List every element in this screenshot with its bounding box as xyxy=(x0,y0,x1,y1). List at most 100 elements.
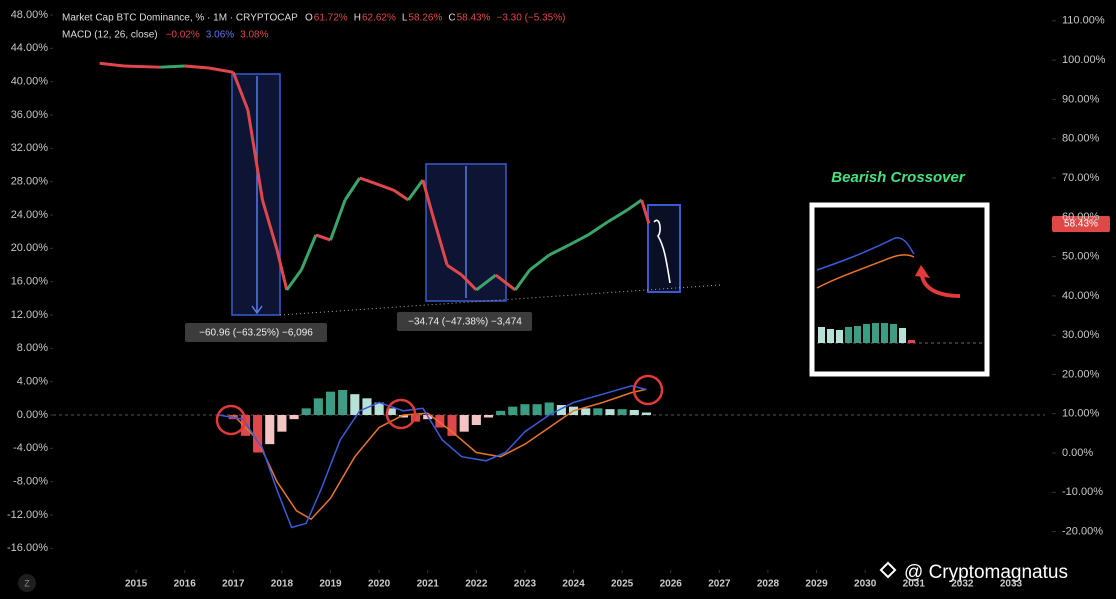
histogram-bar xyxy=(641,412,651,415)
price-segment xyxy=(261,199,279,251)
y2-tick-label: 10.00% xyxy=(1062,408,1100,420)
x-tick-label: 2031 xyxy=(903,579,926,590)
y-tick-label: 28.00% xyxy=(11,176,49,188)
trendline xyxy=(279,284,721,316)
price-segment xyxy=(373,181,395,192)
measure-label-bg xyxy=(397,312,532,331)
x-tick-label: 2022 xyxy=(465,579,488,590)
watermark-icon xyxy=(879,561,897,579)
price-segment xyxy=(475,273,497,292)
x-tick-label: 2033 xyxy=(1000,579,1023,590)
price-segment xyxy=(285,269,303,291)
histogram-bar xyxy=(544,402,554,415)
histogram-bar xyxy=(593,408,603,415)
price-segment xyxy=(123,64,161,69)
price-segment xyxy=(567,233,589,247)
highlight-circle xyxy=(385,398,417,430)
inset-histogram xyxy=(818,323,915,343)
histogram-bar xyxy=(459,415,469,432)
inset-bar xyxy=(872,323,879,343)
price-segment xyxy=(275,249,289,291)
ohlc-value: 61.72% xyxy=(314,13,348,24)
price-segment xyxy=(494,273,517,292)
y2-tick-label: 20.00% xyxy=(1062,368,1100,380)
price-segment xyxy=(460,273,478,292)
inset-bar xyxy=(863,324,870,343)
price-segment xyxy=(446,263,463,277)
price-segment xyxy=(160,64,185,69)
y2-tick-label: 50.00% xyxy=(1062,250,1100,262)
price-segment xyxy=(626,198,643,212)
y-tick-label: 4.00% xyxy=(17,376,48,388)
y-tick-label: 40.00% xyxy=(11,76,49,88)
measure-label: −60.96 (−63.25%) −6,096 xyxy=(199,328,313,339)
y-tick-label: 36.00% xyxy=(11,109,49,121)
x-tick-label: 2029 xyxy=(805,579,828,590)
logo xyxy=(18,574,36,592)
histogram-bar xyxy=(508,406,518,415)
histogram-bar xyxy=(386,408,396,415)
price-segment xyxy=(421,179,435,216)
indicator-label: MACD (12, 26, close) xyxy=(62,30,158,41)
y2-tick-label: 90.00% xyxy=(1062,93,1100,105)
inset-bar xyxy=(881,323,888,343)
y-tick-label: -4.00% xyxy=(13,442,48,454)
y-tick-label: 24.00% xyxy=(11,209,49,221)
y2-tick-label: 60.00% xyxy=(1062,211,1100,223)
price-segment xyxy=(407,179,425,201)
x-tick-label: 2024 xyxy=(562,579,585,590)
x-tick-label: 2027 xyxy=(708,579,731,590)
x-tick-label: 2018 xyxy=(271,579,294,590)
price-segment xyxy=(392,188,410,202)
y-tick-label: 48.00% xyxy=(11,9,49,21)
logo-mark: Z xyxy=(24,578,30,588)
x-tick-label: 2025 xyxy=(611,579,634,590)
highlight-circle xyxy=(632,374,664,406)
y2-tick-label: 0.00% xyxy=(1062,447,1093,459)
y2-tick-label: 80.00% xyxy=(1062,133,1100,145)
x-tick-label: 2017 xyxy=(222,579,245,590)
price-segment xyxy=(299,234,318,271)
y-tick-label: 16.00% xyxy=(11,276,49,288)
price-segment xyxy=(208,66,234,74)
price-tag xyxy=(1052,216,1110,232)
histogram-bar xyxy=(629,410,639,415)
y2-tick-label: 100.00% xyxy=(1062,54,1106,66)
histogram-bar xyxy=(338,390,348,415)
histogram-bar xyxy=(556,405,566,415)
x-tick-label: 2023 xyxy=(514,579,537,590)
price-segment xyxy=(513,269,532,291)
y2-tick-label: -10.00% xyxy=(1062,486,1103,498)
price-segment xyxy=(548,243,570,257)
price-segment xyxy=(343,177,361,201)
price-segment xyxy=(431,214,449,266)
histogram-bar xyxy=(301,408,311,415)
y-tick-label: 8.00% xyxy=(17,342,48,354)
price-segment xyxy=(587,220,609,237)
y-tick-label: 20.00% xyxy=(11,242,49,254)
histogram-bar xyxy=(435,415,445,428)
highlight-circle xyxy=(215,404,247,436)
price-segment xyxy=(329,199,347,241)
ohlc-label: H xyxy=(354,13,361,24)
price-segment xyxy=(99,61,125,68)
x-tick-label: 2019 xyxy=(319,579,342,590)
measure-label: −34.74 (−47.38%) −3,474 xyxy=(408,317,522,328)
inset-bar xyxy=(890,324,897,343)
y-tick-label: -12.00% xyxy=(7,509,48,521)
histogram-bar xyxy=(471,415,481,425)
x-tick-label: 2032 xyxy=(951,579,974,590)
inset-bar xyxy=(899,328,906,343)
ohlc-value: 58.26% xyxy=(408,13,442,24)
y2-tick-label: -20.00% xyxy=(1062,526,1103,538)
inset-arrow xyxy=(920,275,961,298)
x-tick-label: 2016 xyxy=(174,579,197,590)
histogram-bar xyxy=(253,415,263,453)
x-tick-label: 2015 xyxy=(125,579,148,590)
histogram-bar xyxy=(289,415,299,420)
y2-tick-label: 40.00% xyxy=(1062,290,1100,302)
inset-bar xyxy=(818,327,825,343)
y-tick-label: 12.00% xyxy=(11,309,49,321)
inset-macd xyxy=(816,237,915,271)
change: −3.30 (−5.35%) xyxy=(497,13,566,24)
